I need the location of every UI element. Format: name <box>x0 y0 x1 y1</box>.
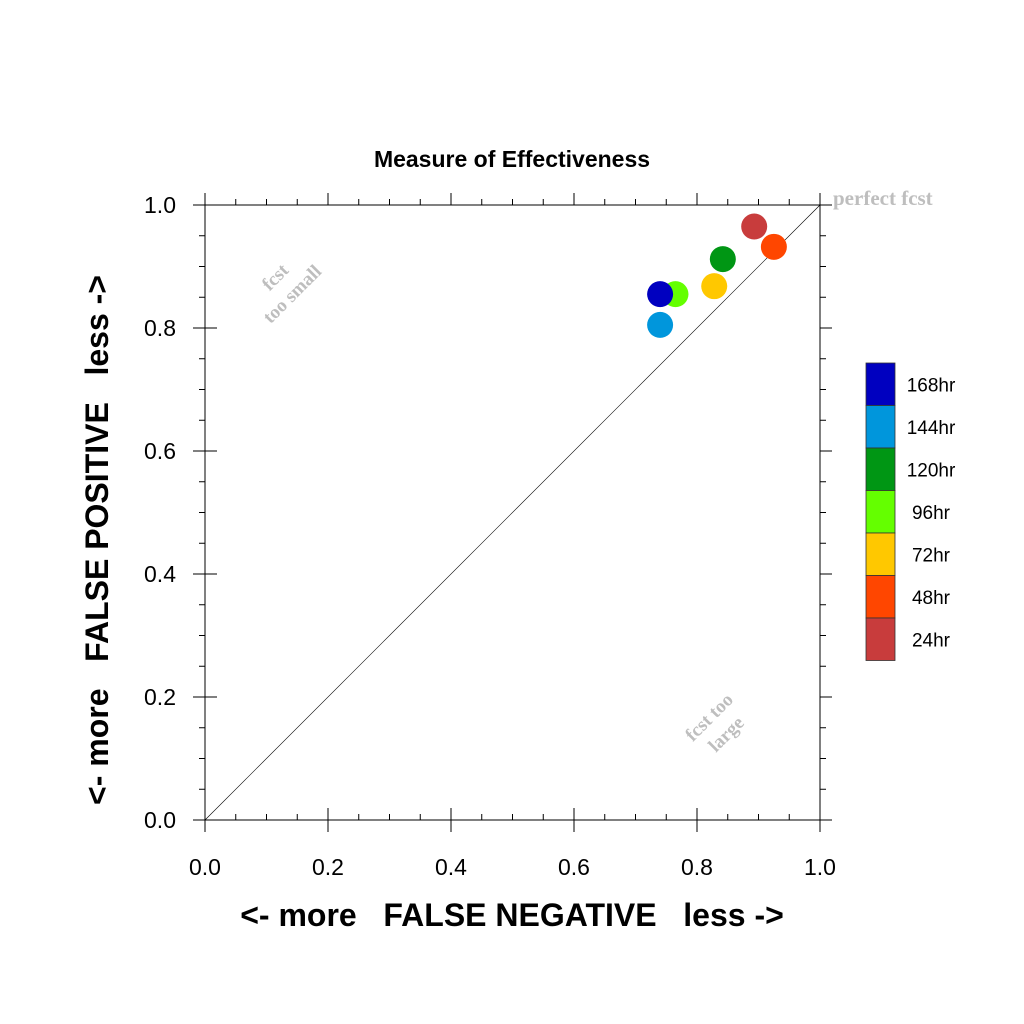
legend-swatch-48hr <box>865 575 896 619</box>
x-tick-label: 0.4 <box>435 854 467 880</box>
point-168hr <box>647 281 674 308</box>
y-tick-label: 0.2 <box>144 684 176 710</box>
legend-label-144hr: 144hr <box>907 418 956 439</box>
legend-swatch-120hr <box>865 447 896 491</box>
x-tick-label: 0.6 <box>558 854 590 880</box>
legend-swatch-144hr <box>865 405 896 449</box>
annotation-too-small: fcst too small <box>258 260 326 328</box>
annotation-too-large: fcst too large <box>681 689 748 756</box>
x-tick-labels: 0.0 0.2 0.4 0.6 0.8 1.0 <box>189 854 836 880</box>
legend-label-24hr: 24hr <box>912 630 951 651</box>
legend-swatch-96hr <box>865 490 896 534</box>
plot-area: 0.0 0.2 0.4 0.6 0.8 1.0 0.0 0.2 0.4 0.6 0.8 1.0 <box>144 192 836 880</box>
point-72hr <box>701 273 728 300</box>
legend-label-48hr: 48hr <box>912 588 951 609</box>
y-tick-labels: 0.0 0.2 0.4 0.6 0.8 1.0 <box>144 192 176 833</box>
y-axis-label: <- more FALSE POSITIVE less -> <box>79 275 115 805</box>
point-144hr <box>647 311 674 338</box>
legend-swatch-24hr <box>865 617 896 661</box>
y-tick-label: 1.0 <box>144 192 176 218</box>
legend-label-120hr: 120hr <box>907 460 956 481</box>
legend-label-72hr: 72hr <box>912 545 951 566</box>
legend-label-96hr: 96hr <box>912 503 951 524</box>
y-tick-label: 0.4 <box>144 561 176 587</box>
legend-label-168hr: 168hr <box>907 375 956 396</box>
x-tick-label: 0.8 <box>681 854 713 880</box>
axis-ticks <box>193 193 832 832</box>
x-tick-label: 0.0 <box>189 854 221 880</box>
legend-swatch-72hr <box>865 532 896 576</box>
chart-title: Measure of Effectiveness <box>374 146 650 172</box>
y-tick-label: 0.0 <box>144 807 176 833</box>
point-24hr <box>741 213 768 240</box>
data-points <box>647 213 787 338</box>
y-tick-label: 0.8 <box>144 315 176 341</box>
y-tick-label: 0.6 <box>144 438 176 464</box>
legend: 168hr 144hr 120hr 96hr 72hr 48hr 24hr <box>865 362 956 661</box>
x-tick-label: 0.2 <box>312 854 344 880</box>
point-48hr <box>760 233 787 260</box>
point-120hr <box>709 246 736 273</box>
legend-swatch-168hr <box>865 362 896 406</box>
x-tick-label: 1.0 <box>804 854 836 880</box>
diagonal-reference-line <box>204 204 821 821</box>
x-axis-label: <- more FALSE NEGATIVE less -> <box>240 897 784 933</box>
annotation-perfect-fcst: perfect fcst <box>833 186 933 210</box>
